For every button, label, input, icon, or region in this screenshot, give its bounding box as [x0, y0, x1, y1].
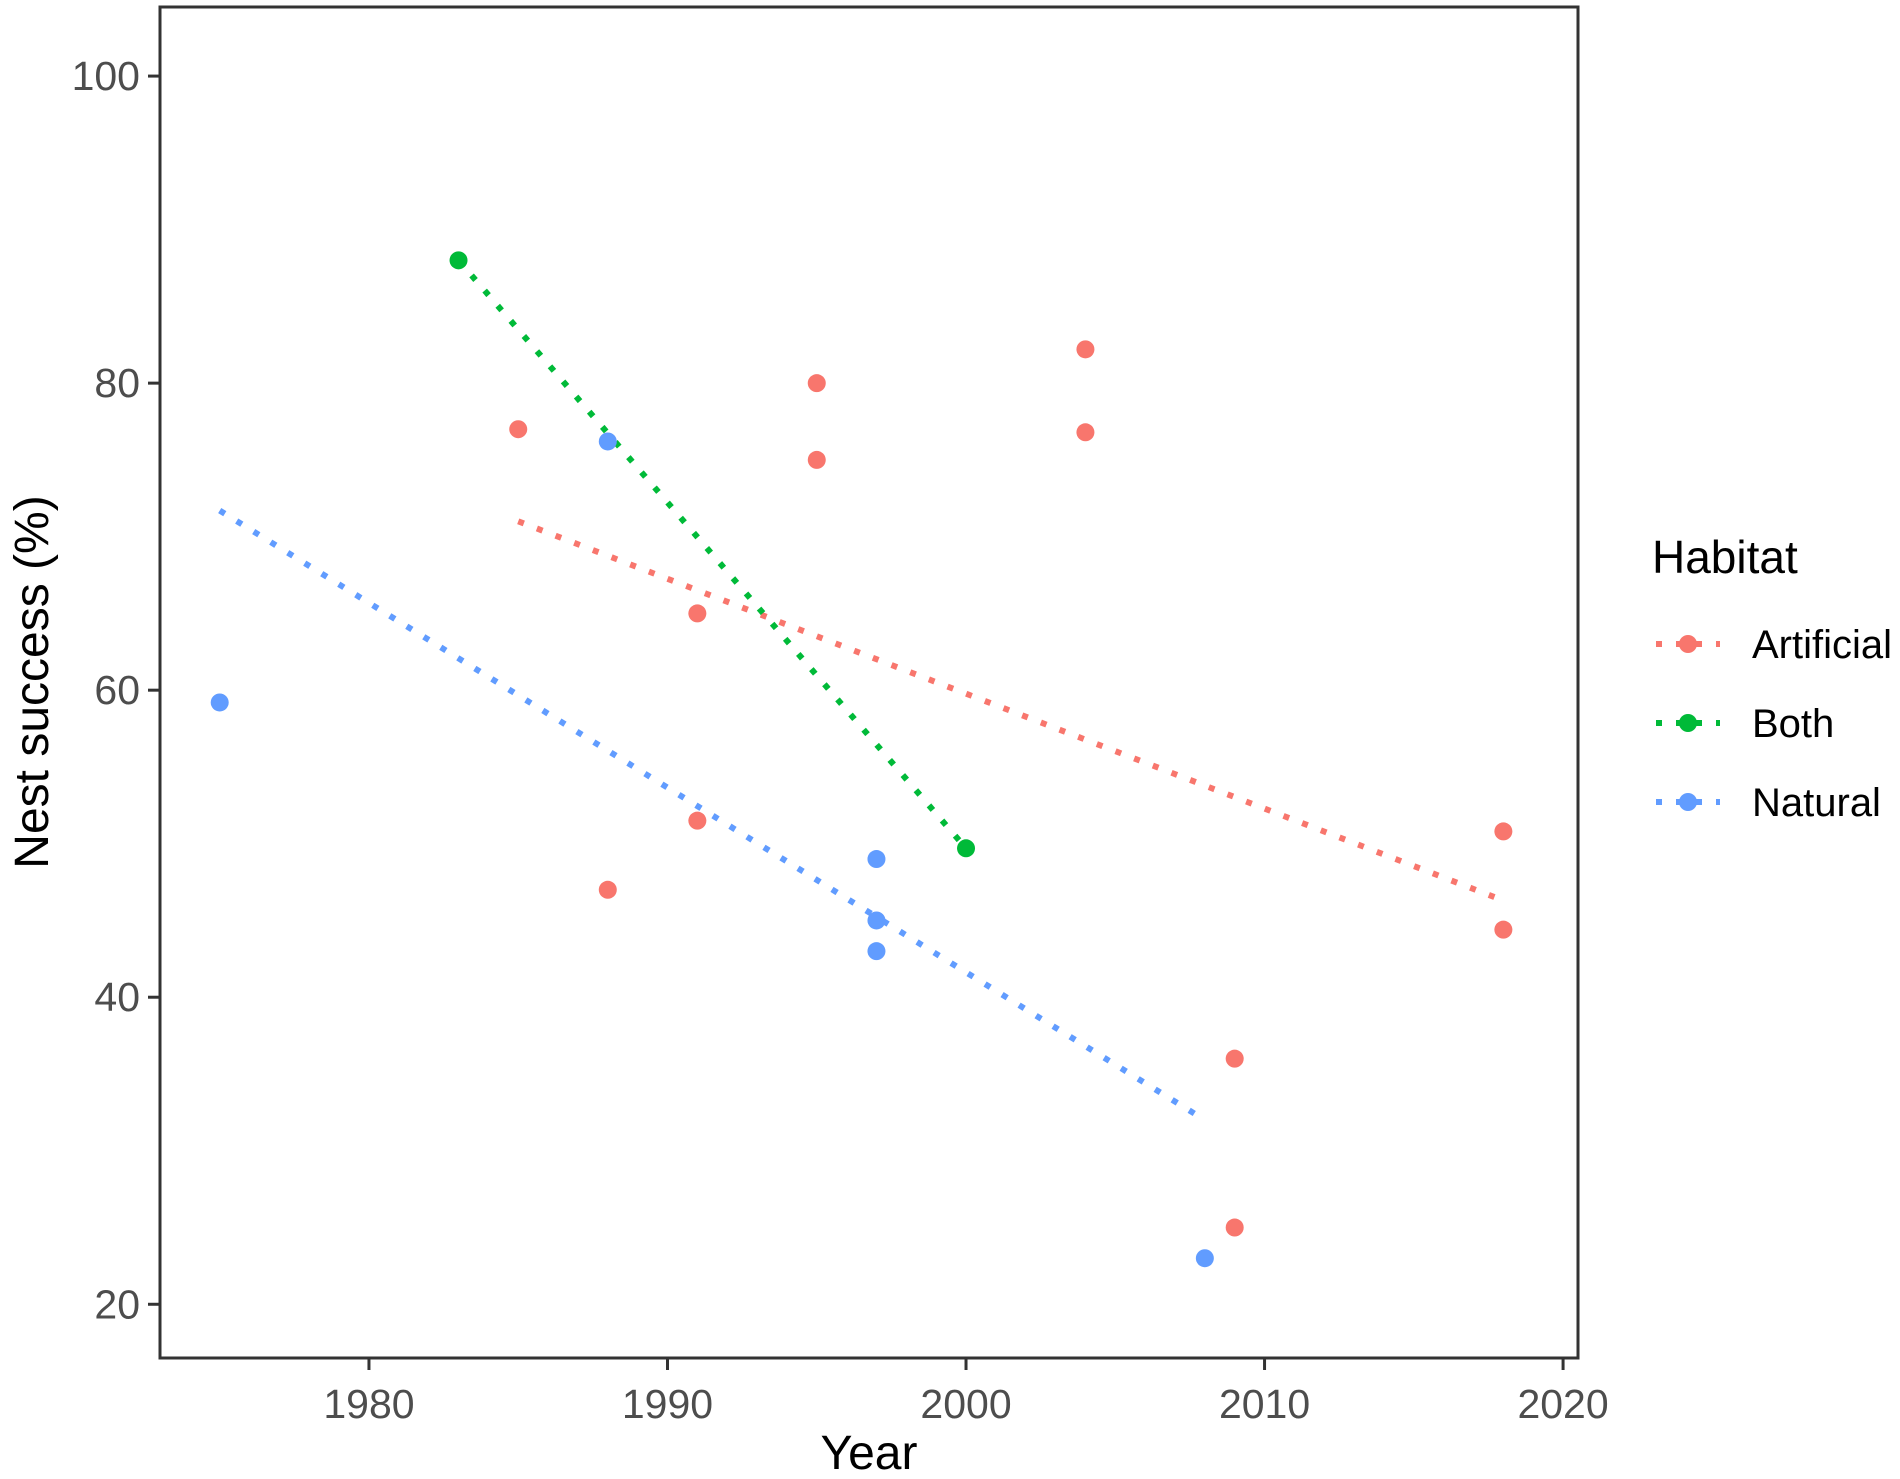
x-tick-label-2000: 2000 — [920, 1381, 1011, 1427]
y-tick-label-20: 20 — [94, 1281, 140, 1327]
point-natural-1 — [598, 432, 617, 451]
trend-lines — [218, 258, 1505, 1123]
point-artificial-4 — [807, 374, 826, 393]
x-tick-label-2020: 2020 — [1517, 1381, 1608, 1427]
point-artificial-10 — [1494, 822, 1513, 841]
legend-key-point-artificial — [1679, 635, 1697, 653]
point-natural-5 — [1195, 1249, 1214, 1268]
point-artificial-6 — [1076, 340, 1095, 359]
legend: Habitat Artificial Both Natural — [1652, 531, 1892, 825]
point-artificial-11 — [1494, 920, 1513, 939]
point-artificial-8 — [1225, 1049, 1244, 1068]
point-artificial-3 — [688, 811, 707, 830]
trend-line-natural — [218, 508, 1207, 1123]
point-natural-3 — [867, 911, 886, 930]
point-natural-2 — [867, 850, 886, 869]
point-artificial-1 — [598, 880, 617, 899]
point-artificial-0 — [509, 420, 528, 439]
y-axis: 20 40 60 80 100 — [72, 53, 160, 1327]
data-points — [210, 251, 1513, 1268]
plot-panel — [158, 5, 1580, 1360]
x-tick-label-1990: 1990 — [622, 1381, 713, 1427]
point-both-0 — [449, 251, 468, 270]
y-tick-label-80: 80 — [94, 360, 140, 406]
point-both-1 — [957, 839, 976, 858]
point-natural-4 — [867, 942, 886, 961]
legend-key-point-natural — [1679, 793, 1697, 811]
y-tick-label-60: 60 — [94, 667, 140, 713]
point-artificial-5 — [807, 450, 826, 469]
x-tick-label-2010: 2010 — [1219, 1381, 1310, 1427]
point-natural-0 — [210, 693, 229, 712]
legend-label-both: Both — [1752, 702, 1834, 746]
legend-label-natural: Natural — [1752, 781, 1881, 825]
y-axis-title: Nest success (%) — [6, 495, 59, 868]
point-artificial-2 — [688, 604, 707, 623]
legend-key-point-both — [1679, 714, 1697, 732]
y-tick-label-40: 40 — [94, 974, 140, 1020]
x-tick-label-1980: 1980 — [323, 1381, 414, 1427]
x-axis-title: Year — [821, 1427, 918, 1479]
legend-title: Habitat — [1652, 531, 1798, 583]
point-artificial-7 — [1076, 423, 1095, 442]
point-artificial-9 — [1225, 1218, 1244, 1237]
legend-label-artificial: Artificial — [1752, 623, 1892, 667]
x-axis: 1980 1990 2000 2010 2020 — [323, 1358, 1609, 1427]
y-tick-label-100: 100 — [72, 53, 140, 99]
